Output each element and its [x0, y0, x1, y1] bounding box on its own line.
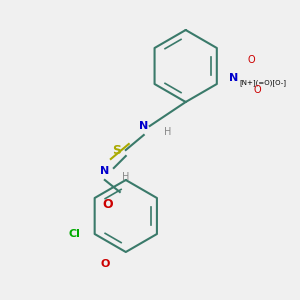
Text: O: O	[100, 259, 110, 269]
Text: O: O	[254, 85, 261, 95]
Text: O: O	[248, 55, 255, 65]
Text: O: O	[103, 197, 113, 211]
Text: N: N	[139, 121, 148, 131]
Text: N: N	[100, 166, 110, 176]
Text: H: H	[164, 127, 171, 137]
Text: H: H	[122, 172, 130, 182]
Text: S: S	[112, 143, 121, 157]
Text: N: N	[229, 73, 238, 83]
Text: Cl: Cl	[69, 229, 81, 239]
Text: [N+](=O)[O-]: [N+](=O)[O-]	[240, 79, 286, 86]
